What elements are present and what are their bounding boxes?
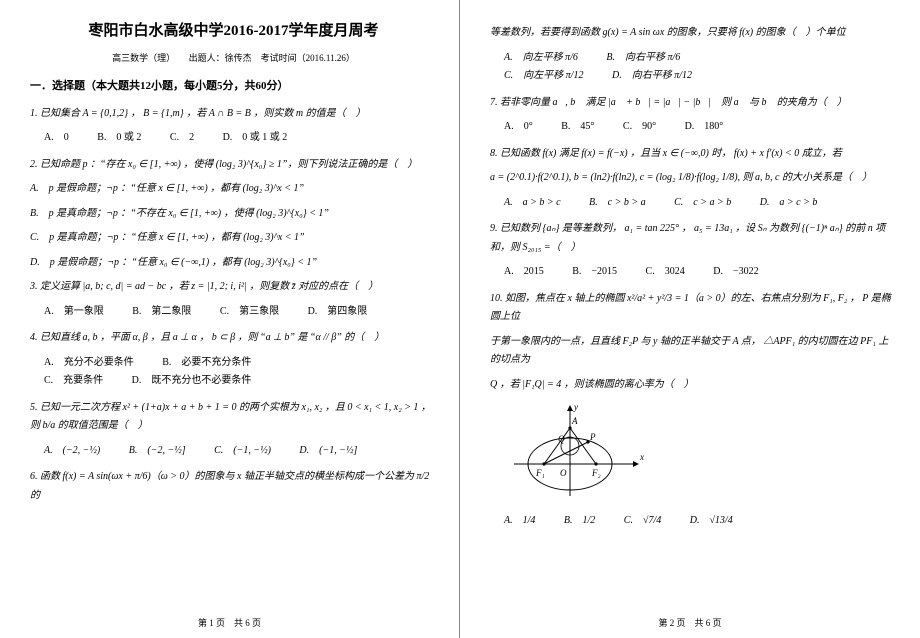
q9: 9. 已知数列 {aₙ} 是等差数列， a₁ = tan 225° ， a₅ =… <box>490 220 898 257</box>
q3-d: D. 第四象限 <box>308 303 368 322</box>
q10-opts: A. 1/4 B. 1/2 C. √7/4 D. √13/4 <box>504 512 898 531</box>
page-right: 等差数列，若要得到函数 g(x) = A sin ωx 的图象，只要将 f(x)… <box>460 0 920 638</box>
q7-d: D. 180° <box>685 118 724 137</box>
q6-opts: A. 向左平移 π/6 B. 向右平移 π/6 C. 向左平移 π/12 D. … <box>504 49 898 86</box>
q8: 8. 已知函数 f(x) 满足 f(x) = f(−x) ，且当 x ∈ (−∞… <box>490 145 898 164</box>
q9-a: A. 2015 <box>504 263 544 282</box>
svg-text:P: P <box>589 432 596 442</box>
q8-d: D. a > c > b <box>760 194 818 213</box>
q10-a: A. 1/4 <box>504 512 535 531</box>
q8-c: C. c > a > b <box>674 194 731 213</box>
svg-text:A: A <box>571 416 578 426</box>
q4-a: A. 充分不必要条件 <box>44 354 134 373</box>
q4: 4. 已知直线 a, b ，平面 α, β ，且 a ⊥ α ， b ⊂ β ，… <box>30 329 437 348</box>
q1-d: D. 0 或 1 或 2 <box>223 129 288 148</box>
q5-a: A. (−2, −½) <box>44 442 100 461</box>
q3: 3. 定义运算 |a, b; c, d| = ad − bc ，若 z = |1… <box>30 278 437 297</box>
q2-a: A. p 是假命题；¬p ：“任意 x ∈ [1, +∞) ，都有 (log₂ … <box>30 180 437 199</box>
svg-text:F₂: F₂ <box>591 468 601 478</box>
q10-2: 于第一象限内的一点，且直线 F₂P 与 y 轴的正半轴交于 A 点， △APF₁… <box>490 333 898 370</box>
q2-text: 2. 已知命题 p ：“存在 x₀ ∈ [1, +∞) ，使得 (log₂ 3)… <box>30 159 417 170</box>
exam-subtitle: 高三数学（理） 出题人：徐传杰 考试时间（2016.11.26） <box>30 50 437 67</box>
q2: 2. 已知命题 p ：“存在 x₀ ∈ [1, +∞) ，使得 (log₂ 3)… <box>30 156 437 175</box>
q10-b: B. 1/2 <box>564 512 595 531</box>
q3-a: A. 第一象限 <box>44 303 104 322</box>
svg-text:F₁: F₁ <box>535 468 545 478</box>
q1-c: C. 2 <box>170 129 194 148</box>
footer-right: 第 2 页 共 6 页 <box>460 615 920 632</box>
q10-3: Q ，若 |F₁Q| = 4 ，则该椭圆的离心率为（ ） <box>490 376 898 395</box>
page-left: 枣阳市白水高级中学2016-2017学年度月周考 高三数学（理） 出题人：徐传杰… <box>0 0 460 638</box>
q1-opts: A. 0 B. 0 或 2 C. 2 D. 0 或 1 或 2 <box>44 129 437 148</box>
q5: 5. 已知一元二次方程 x² + (1+a)x + a + b + 1 = 0 … <box>30 399 437 436</box>
q6-c: C. 向左平移 π/12 <box>504 67 583 86</box>
q8-b: B. c > b > a <box>589 194 646 213</box>
q3-b: B. 第二象限 <box>132 303 191 322</box>
q9-d: D. −3022 <box>713 263 758 282</box>
q8-a: A. a > b > c <box>504 194 561 213</box>
q7-c: C. 90° <box>623 118 656 137</box>
q3-c: C. 第三象限 <box>220 303 279 322</box>
svg-text:O: O <box>560 468 567 478</box>
q5-d: D. (−1, −½] <box>299 442 357 461</box>
q3-text: 3. 定义运算 |a, b; c, d| = ad − bc ，若 z = |1… <box>30 281 378 292</box>
q5-opts: A. (−2, −½) B. (−2, −½] C. (−1, −½) D. (… <box>44 442 437 461</box>
q6-d: D. 向右平移 π/12 <box>612 67 692 86</box>
q6-cont: 等差数列，若要得到函数 g(x) = A sin ωx 的图象，只要将 f(x)… <box>490 24 898 43</box>
q10-d: D. √13/4 <box>690 512 733 531</box>
q5-c: C. (−1, −½) <box>214 442 271 461</box>
q8-opts: A. a > b > c B. c > b > a C. c > a > b D… <box>504 194 898 213</box>
q9-c: C. 3024 <box>646 263 685 282</box>
q5-b: B. (−2, −½] <box>129 442 186 461</box>
q7: 7. 若非零向量 a⃗, b⃗ 满足 |a⃗ + b⃗| = |a⃗| − |b… <box>490 94 898 113</box>
footer-left: 第 1 页 共 6 页 <box>0 615 459 632</box>
q3-opts: A. 第一象限 B. 第二象限 C. 第三象限 D. 第四象限 <box>44 303 437 322</box>
q6-a: A. 向左平移 π/6 <box>504 49 578 68</box>
q6-b: B. 向右平移 π/6 <box>606 49 680 68</box>
q4-d: D. 既不充分也不必要条件 <box>132 372 252 391</box>
ellipse-diagram: x y A P Q F₁ O F₂ <box>510 400 650 500</box>
exam-title: 枣阳市白水高级中学2016-2017学年度月周考 <box>30 18 437 46</box>
q9-b: B. −2015 <box>572 263 617 282</box>
q1-a: A. 0 <box>44 129 69 148</box>
svg-text:Q: Q <box>558 434 565 444</box>
q1-text: 1. 已知集合 A = {0,1,2} ， B = {1,m} ，若 A ∩ B… <box>30 108 366 119</box>
q10-figure: x y A P Q F₁ O F₂ <box>510 400 898 508</box>
q1: 1. 已知集合 A = {0,1,2} ， B = {1,m} ，若 A ∩ B… <box>30 105 437 124</box>
q6: 6. 函数 f(x) = A sin(ωx + π/6)（ω > 0）的图象与 … <box>30 468 437 505</box>
q4-c: C. 充要条件 <box>44 372 103 391</box>
q2-d: D. p 是假命题；¬p ：“任意 x₀ ∈ (−∞,1) ，都有 (log₂ … <box>30 254 437 273</box>
q10-c: C. √7/4 <box>624 512 661 531</box>
q7-a: A. 0° <box>504 118 533 137</box>
q7-b: B. 45° <box>561 118 594 137</box>
q2-c: C. p 是真命题；¬p ：“任意 x ∈ [1, +∞) ，都有 (log₂ … <box>30 229 437 248</box>
q10: 10. 如图，焦点在 x 轴上的椭圆 x²/a² + y²/3 = 1（a > … <box>490 290 898 327</box>
svg-text:x: x <box>639 452 644 462</box>
svg-text:y: y <box>573 402 578 412</box>
q7-opts: A. 0° B. 45° C. 90° D. 180° <box>504 118 898 137</box>
q8-2: a = (2^0.1)·f(2^0.1), b = (ln2)·f(ln2), … <box>490 169 898 188</box>
q4-b: B. 必要不充分条件 <box>162 354 251 373</box>
q9-opts: A. 2015 B. −2015 C. 3024 D. −3022 <box>504 263 898 282</box>
q4-opts: A. 充分不必要条件 B. 必要不充分条件 C. 充要条件 D. 既不充分也不必… <box>44 354 437 391</box>
section-1-head: 一．选择题（本大题共12小题，每小题5分，共60分） <box>30 76 437 96</box>
q1-b: B. 0 或 2 <box>97 129 141 148</box>
q2-b: B. p 是真命题；¬p ：“不存在 x₀ ∈ [1, +∞) ，使得 (log… <box>30 205 437 224</box>
